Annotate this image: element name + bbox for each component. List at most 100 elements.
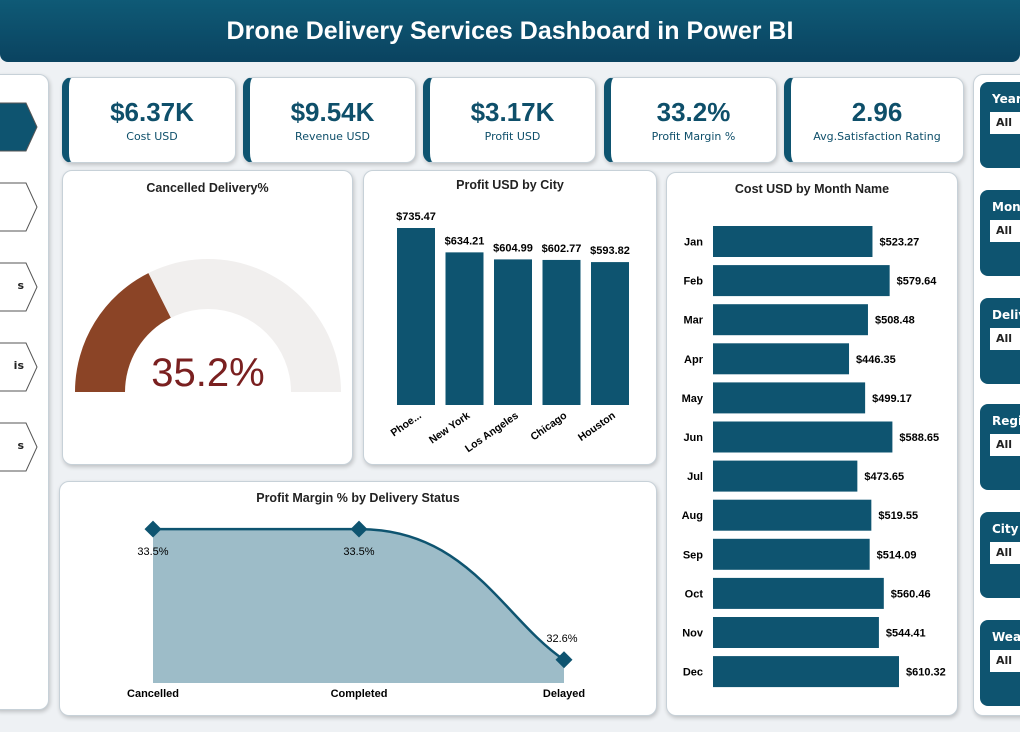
chart-title: Cost USD by Month Name (734, 182, 890, 196)
kpi-satisfaction: 2.96 Avg.Satisfaction Rating (784, 77, 964, 163)
category-label: Mar (683, 315, 703, 327)
category-label: Nov (682, 628, 704, 640)
gauge-card: Cancelled Delivery% 35.2% (62, 170, 353, 465)
bar-9 (713, 577, 884, 609)
bar-1 (445, 252, 484, 405)
slicer-dropdown[interactable]: All (990, 220, 1020, 242)
area-fill (153, 529, 564, 683)
category-label: Delayed (543, 688, 585, 700)
navigation-panel (0, 74, 49, 710)
gauge-chart: 35.2% (75, 259, 341, 395)
bar-0 (397, 228, 435, 405)
data-label: 32.6% (546, 633, 577, 645)
slicer-label: Regi (992, 414, 1020, 428)
category-label: Dec (683, 667, 703, 679)
bar-0 (713, 226, 873, 257)
slicer-0: Year All (980, 82, 1020, 168)
data-label: $610.32 (906, 667, 946, 679)
category-label: Aug (682, 510, 703, 522)
data-label: $523.27 (879, 237, 919, 249)
kpi-value: 33.2% (656, 97, 731, 127)
data-label: $473.65 (864, 471, 904, 483)
chart-title: Cancelled Delivery% (146, 181, 269, 195)
data-label: $735.47 (396, 211, 436, 223)
nav-hexagon-icon (0, 342, 38, 392)
bar-6 (713, 460, 858, 492)
bar-8 (713, 538, 870, 570)
city-bar-chart: $735.47 Phoe... $634.21 New York $604.99 Los … (389, 211, 630, 455)
data-point-marker (555, 651, 573, 669)
slicer-2: Deliv All (980, 298, 1020, 384)
slicer-dropdown[interactable]: All (990, 112, 1020, 134)
bar-11 (713, 656, 899, 688)
kpi-value: $3.17K (470, 97, 555, 127)
slicer-dropdown[interactable]: All (990, 650, 1020, 672)
category-label: Oct (685, 588, 704, 600)
kpi-value: $6.37K (110, 97, 194, 127)
slicer-label: City (992, 522, 1019, 536)
city-chart-card: Profit USD by City $735.47 Phoe... $634.21… (363, 170, 657, 465)
data-label: $579.64 (897, 276, 938, 288)
gauge-fill (75, 273, 171, 392)
bar-1 (713, 265, 890, 297)
data-label: $602.77 (542, 243, 582, 255)
kpi-cost: $6.37K Cost USD (62, 77, 236, 163)
bar-10 (713, 617, 879, 648)
nav-hexagon-icon (0, 102, 38, 152)
kpi-value: 2.96 (851, 97, 903, 127)
bar-4 (713, 382, 866, 414)
slicer-label: Year (992, 92, 1020, 106)
kpi-label: Revenue USD (295, 130, 370, 143)
slicer-dropdown[interactable]: All (990, 542, 1020, 564)
slicer-dropdown[interactable]: All (990, 434, 1020, 456)
bar-3 (542, 259, 581, 405)
status-chart-card: Profit Margin % by Delivery Status 33.5%… (59, 481, 657, 716)
nav-button-2[interactable]: s (0, 262, 38, 312)
kpi-label: Avg.Satisfaction Rating (813, 130, 941, 143)
kpi-label: Profit USD (484, 130, 541, 143)
nav-label: s (17, 439, 24, 452)
category-label: Apr (684, 354, 704, 366)
category-label: Jun (683, 432, 703, 444)
nav-button-4[interactable]: s (0, 422, 38, 472)
category-label: Chicago (528, 410, 569, 444)
data-label: $499.17 (872, 393, 912, 405)
slicer-panel (973, 74, 1020, 716)
data-label: $604.99 (493, 242, 533, 254)
bar-7 (713, 499, 872, 531)
category-label: Completed (331, 688, 388, 700)
nav-button-3[interactable]: is (0, 342, 38, 392)
month-chart-card: Cost USD by Month Name Jan $523.27 Feb $579… (666, 172, 958, 716)
data-label: 33.5% (343, 546, 374, 558)
data-label: $519.55 (878, 510, 918, 522)
bar-2 (494, 259, 532, 405)
nav-button-1[interactable] (0, 182, 38, 232)
slicer-label: Wea (992, 630, 1020, 644)
category-label: May (682, 393, 704, 405)
data-label: 33.5% (137, 546, 168, 558)
status-area-chart: 33.5% Cancelled 33.5% Completed 32.6% Delayed (127, 520, 585, 700)
data-label: $514.09 (877, 549, 917, 561)
slicer-dropdown[interactable]: All (990, 328, 1020, 350)
nav-hexagon-icon (0, 422, 38, 472)
chart-title: Profit USD by City (456, 178, 564, 192)
category-label: New York (427, 410, 472, 447)
data-label: $634.21 (445, 235, 485, 247)
gauge-value: 35.2% (151, 351, 264, 395)
kpi-label: Profit Margin % (651, 130, 736, 143)
data-label: $508.48 (875, 315, 915, 327)
category-label: Houston (576, 410, 618, 444)
nav-button-0[interactable] (0, 102, 38, 152)
kpi-label: Cost USD (126, 130, 178, 143)
data-label: $588.65 (899, 432, 939, 444)
category-label: Sep (683, 549, 703, 561)
header: Drone Delivery Services Dashboard in Pow… (0, 0, 1020, 62)
slicer-1: Mont All (980, 190, 1020, 276)
category-label: Feb (683, 276, 703, 288)
data-label: $593.82 (590, 245, 630, 257)
kpi-value: $9.54K (290, 97, 375, 127)
bar-2 (713, 304, 868, 336)
data-label: $544.41 (886, 628, 926, 640)
kpi-profit: $3.17K Profit USD (423, 77, 596, 163)
nav-hexagon-icon (0, 182, 38, 232)
